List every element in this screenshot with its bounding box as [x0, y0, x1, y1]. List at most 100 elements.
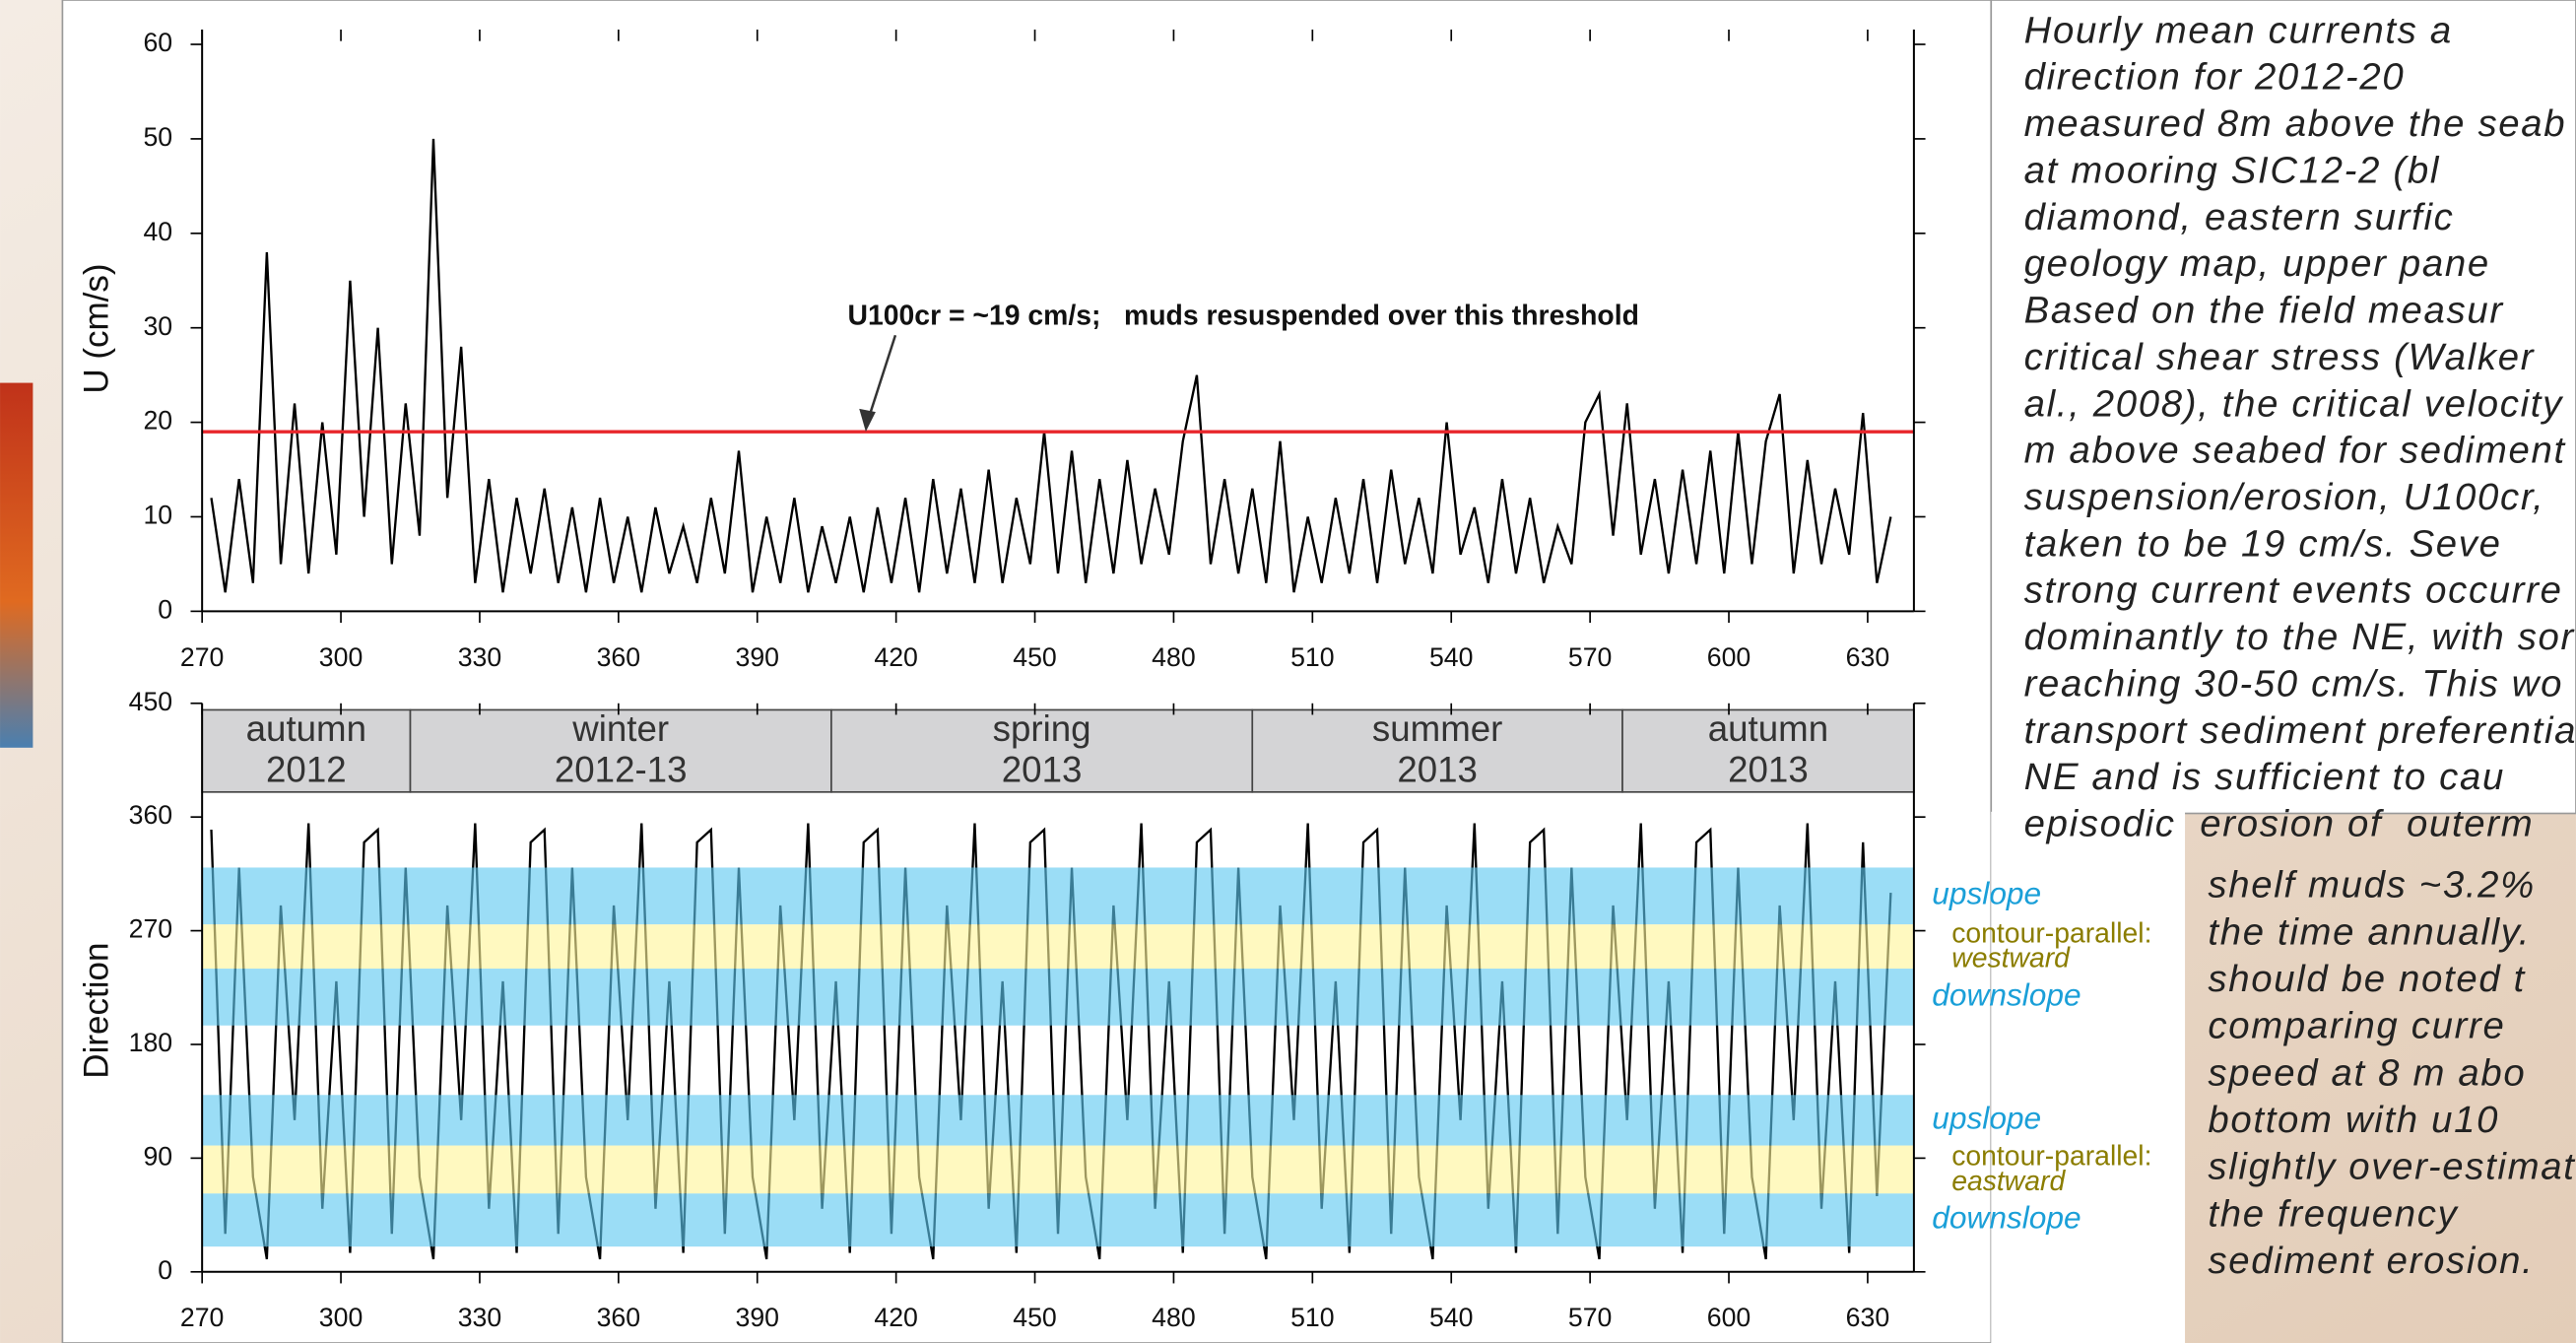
- threshold-annotation: U100cr = ~19 cm/s; muds resuspended over…: [848, 300, 1639, 331]
- x-tick-label: 270: [180, 1303, 225, 1332]
- annotation-arrow: [866, 334, 897, 423]
- description: Hourly mean currents a direction for 2012…: [2024, 9, 2576, 1282]
- description-line: strong current events occurre: [2024, 570, 2563, 612]
- season-year: 2012-13: [555, 750, 688, 790]
- band-label: upslope: [1932, 1100, 2041, 1135]
- season-name: winter: [571, 708, 669, 749]
- season-box: [201, 708, 412, 793]
- description-line: bottom with u10: [2208, 1099, 2499, 1141]
- x-tick-label: 630: [1846, 642, 1890, 672]
- x-tick-label: 630: [1846, 1303, 1890, 1332]
- description-line: critical shear stress (Walker: [2024, 336, 2536, 378]
- season-box: [1621, 708, 1915, 793]
- description-line: suspension/erosion, U100cr,: [2024, 476, 2545, 518]
- band-label: contour-parallel:: [1951, 917, 2151, 949]
- description-line: shelf muds ~3.2%: [2208, 864, 2536, 907]
- x-tick-label: 330: [458, 1303, 502, 1332]
- direction-band: [202, 1095, 1914, 1146]
- description-line: al., 2008), the critical velocity a: [2024, 382, 2576, 425]
- x-tick-label: 390: [735, 642, 779, 672]
- y-tick-label: 0: [158, 1255, 172, 1285]
- season-year: 2012: [266, 750, 347, 790]
- season-year: 2013: [1002, 750, 1083, 790]
- direction-band: [202, 1145, 1914, 1194]
- x-tick-label: 540: [1429, 1303, 1474, 1332]
- x-tick-label: 300: [319, 1303, 363, 1332]
- description-line: geology map, upper pane: [2024, 242, 2490, 285]
- x-tick-label: 270: [180, 642, 225, 672]
- y-tick-label: 0: [158, 594, 172, 624]
- description-line: Hourly mean currents a: [2024, 9, 2453, 51]
- band-label: upslope: [1932, 876, 2041, 911]
- text-panel: [1990, 0, 2576, 815]
- description-line: measured 8m above the seab: [2024, 102, 2567, 145]
- x-tick-label: 510: [1290, 642, 1335, 672]
- y-tick-label: 180: [129, 1028, 173, 1057]
- x-tick-label: 300: [319, 642, 363, 672]
- x-tick-label: 570: [1568, 642, 1613, 672]
- y-tick-label: 270: [129, 914, 173, 944]
- y-tick-label: 40: [143, 217, 172, 246]
- x-tick-label: 480: [1152, 642, 1196, 672]
- x-tick-label: 510: [1290, 1303, 1335, 1332]
- plot: autumn2012winter2012-13spring2013summer2…: [77, 687, 2151, 1332]
- direction-band: [202, 1193, 1914, 1247]
- x-tick-label: 420: [874, 1303, 918, 1332]
- description-line: diamond, eastern surfic: [2024, 196, 2455, 238]
- arrow-head: [859, 408, 876, 433]
- season-year: 2013: [1397, 750, 1478, 790]
- y-tick-label: 30: [143, 311, 172, 341]
- band-sublabel: eastward: [1951, 1166, 2066, 1197]
- description-line: taken to be 19 cm/s. Seve: [2024, 522, 2502, 565]
- band-sublabel: westward: [1951, 942, 2071, 974]
- x-tick-label: 540: [1429, 642, 1474, 672]
- season-name: autumn: [1708, 708, 1828, 749]
- y-tick-label: 60: [143, 28, 172, 57]
- description-line: speed at 8 m abo: [2208, 1051, 2526, 1094]
- description-line: comparing curre: [2208, 1005, 2505, 1047]
- description-line: reaching 30-50 cm/s. This wo: [2024, 662, 2564, 705]
- plot: U100cr = ~19 cm/s; muds resuspended over…: [77, 28, 1926, 672]
- y-tick-label: 450: [129, 687, 173, 716]
- x-tick-label: 420: [874, 642, 918, 672]
- description-line: should be noted t: [2208, 958, 2526, 1000]
- description-line: Based on the field measur: [2024, 290, 2505, 332]
- band-label: downslope: [1932, 976, 2081, 1012]
- data-line: [210, 138, 1892, 593]
- direction-band: [202, 969, 1914, 1026]
- description-line: slightly over-estimat: [2208, 1146, 2575, 1188]
- y-tick-label: 50: [143, 122, 172, 152]
- season-year: 2013: [1728, 750, 1809, 790]
- x-tick-label: 330: [458, 642, 502, 672]
- season-name: spring: [993, 708, 1091, 749]
- y-tick-label: 90: [143, 1141, 172, 1171]
- x-tick-label: 450: [1013, 642, 1057, 672]
- description-line: transport sediment preferentia: [2024, 709, 2576, 752]
- x-tick-label: 570: [1568, 1303, 1613, 1332]
- y-tick-label: 10: [143, 501, 172, 530]
- y-tick-label: 20: [143, 406, 172, 436]
- plots: U100cr = ~19 cm/s; muds resuspended over…: [77, 28, 2151, 1332]
- description-line: episodic erosion of outerm: [2024, 803, 2535, 845]
- y-axis-label: Direction: [77, 943, 115, 1079]
- band-label: downslope: [1932, 1200, 2081, 1236]
- x-tick-label: 360: [597, 1303, 641, 1332]
- direction-band: [202, 924, 1914, 970]
- direction-band: [202, 867, 1914, 925]
- description-line: dominantly to the NE, with sor: [2024, 616, 2576, 658]
- text-panel-lower: [1991, 811, 2186, 1343]
- description-line: the time annually.: [2208, 910, 2531, 953]
- description-line: at mooring SIC12-2 (bl: [2024, 149, 2440, 191]
- x-tick-label: 390: [735, 1303, 779, 1332]
- y-axis-label: U (cm/s): [77, 263, 115, 393]
- season-name: autumn: [246, 708, 366, 749]
- season-name: summer: [1372, 708, 1502, 749]
- x-tick-label: 600: [1707, 1303, 1751, 1332]
- description-line: NE and is sufficient to cau: [2024, 756, 2505, 798]
- band-label: contour-parallel:: [1951, 1141, 2151, 1173]
- description-line: the frequency: [2208, 1192, 2459, 1235]
- season-box: [1251, 708, 1623, 793]
- x-tick-label: 600: [1707, 642, 1751, 672]
